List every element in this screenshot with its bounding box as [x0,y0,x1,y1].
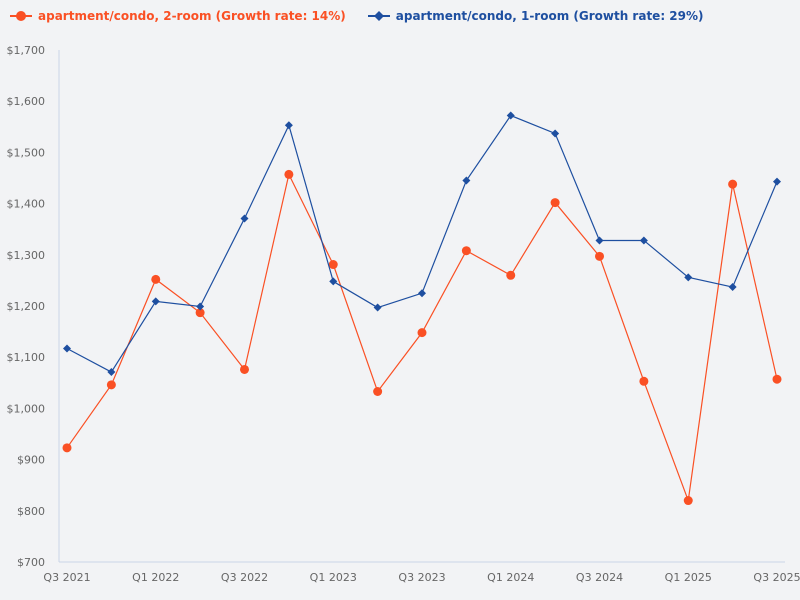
x-tick-label: Q3 2022 [221,571,268,584]
data-point[interactable] [773,177,781,186]
y-tick-label: $900 [17,454,45,467]
y-tick-label: $1,600 [7,95,46,108]
x-tick-label: Q1 2023 [310,571,357,584]
x-axis: Q3 2021 Q1 2022 Q3 2022 Q1 2023 Q3 2023 Q1 20… [43,561,800,584]
data-point[interactable] [683,496,693,506]
data-point[interactable] [462,176,471,185]
data-point[interactable] [62,443,72,453]
data-point[interactable] [240,214,249,223]
legend-label-1-room: apartment/condo, 1-room (Growth rate: 29… [395,9,704,23]
data-point[interactable] [461,246,471,256]
data-point[interactable] [772,374,782,384]
data-point[interactable] [595,251,604,261]
x-tick-label: Q3 2024 [576,571,623,584]
data-point[interactable] [506,111,515,120]
circle-marker-icon [10,11,32,21]
data-point[interactable] [728,283,737,292]
data-point[interactable] [418,289,426,298]
data-point[interactable] [284,121,293,130]
data-point[interactable] [684,273,693,282]
y-tick-label: $1,200 [7,300,46,313]
data-point[interactable] [240,364,249,374]
y-tick-label: $1,700 [7,44,46,57]
data-point[interactable] [639,236,648,245]
y-tick-label: $1,400 [7,198,46,211]
x-tick-label: Q1 2024 [487,571,534,584]
y-tick-label: $800 [17,505,45,518]
y-tick-label: $1,500 [7,146,46,159]
data-point[interactable] [328,260,338,270]
x-tick-label: Q1 2022 [132,571,179,584]
legend-label-2-room: apartment/condo, 2-room (Growth rate: 14… [38,9,346,23]
data-point[interactable] [373,303,382,312]
data-point[interactable] [151,297,160,306]
data-point[interactable] [551,129,560,138]
x-tick-label: Q3 2021 [43,571,90,584]
y-tick-label: $700 [17,556,45,569]
chart-legend: apartment/condo, 2-room (Growth rate: 14… [10,9,704,23]
diamond-marker-icon [367,11,390,21]
series-2-room [62,169,782,506]
data-point[interactable] [728,179,738,189]
data-point[interactable] [106,380,116,390]
series-group [62,111,782,506]
data-point[interactable] [506,270,516,280]
data-point[interactable] [196,302,205,311]
y-tick-label: $1,100 [7,351,46,364]
data-point[interactable] [195,308,205,318]
data-point[interactable] [284,169,294,179]
y-axis: $700 $800 $900 $1,000 $1,100 $1,200 $1,300 $1,4… [7,44,60,569]
x-tick-label: Q3 2025 [753,571,800,584]
x-tick-label: Q3 2023 [398,571,445,584]
data-point[interactable] [639,376,649,386]
data-point[interactable] [107,368,116,377]
data-point[interactable] [417,328,427,338]
data-point[interactable] [63,344,71,353]
data-point[interactable] [550,198,560,208]
series-1-room [63,111,781,377]
data-point[interactable] [151,274,161,284]
data-point[interactable] [329,277,338,286]
legend-item-2-room[interactable]: apartment/condo, 2-room (Growth rate: 14… [10,9,346,23]
data-point[interactable] [373,387,383,397]
y-tick-label: $1,300 [7,249,46,262]
x-tick-label: Q1 2025 [665,571,712,584]
data-point[interactable] [595,236,604,245]
legend-item-1-room[interactable]: apartment/condo, 1-room (Growth rate: 29… [367,9,704,23]
y-tick-label: $1,000 [7,402,46,415]
